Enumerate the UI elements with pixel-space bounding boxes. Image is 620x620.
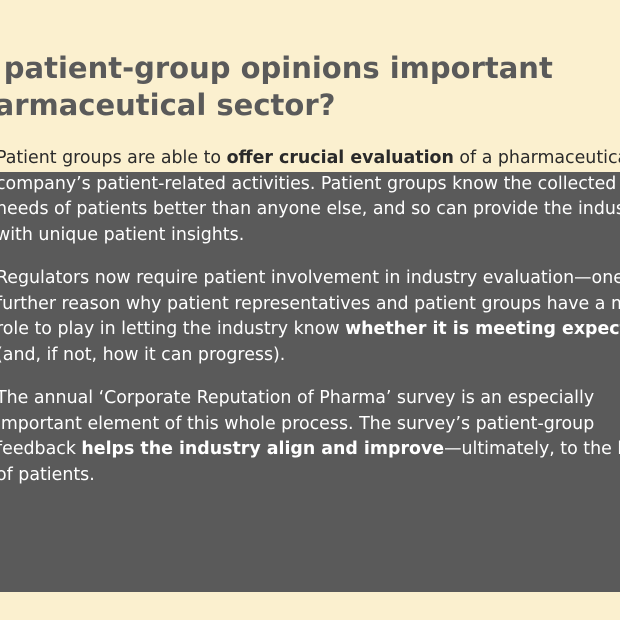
bold-text: whether it is meeting expectations [345, 319, 620, 339]
text-run: The annual ‘Corporate Reputation of Phar… [0, 388, 595, 408]
text-run: Regulators now require patient involveme… [0, 268, 620, 288]
paragraph-line: The annual ‘Corporate Reputation of Phar… [0, 386, 620, 412]
bold-text: offer crucial evaluation [226, 148, 454, 168]
text-run: feedback [0, 439, 82, 459]
text-run: company’s patient-related activities. Pa… [0, 173, 617, 194]
paragraph: Patient groups are able to offer crucial… [0, 146, 620, 248]
text-run: of a pharmaceutical [453, 148, 620, 168]
paragraph-line: important element of this whole process.… [0, 412, 620, 438]
body-text: Patient groups are able to offer crucial… [0, 146, 620, 506]
paragraph-line: (and, if not, how it can progress). [0, 343, 620, 369]
text-run: of patients. [0, 464, 95, 485]
paragraph-line: with unique patient insights. [0, 223, 620, 249]
text-run: Patient groups are able to [0, 148, 227, 168]
title-line: harmaceutical sector? [0, 88, 336, 122]
paragraph-line: role to play in letting the industry kno… [0, 317, 620, 343]
text-run: needs of patients better than anyone els… [0, 199, 620, 219]
bold-text: helps the industry align and improve [81, 439, 445, 459]
paragraph-line: of patients. [0, 463, 620, 489]
text-run: (and, if not, how it can progress). [0, 344, 286, 365]
page-title: e patient-group opinions important harma… [0, 50, 620, 124]
paragraph-line: company’s patient-related activities. Pa… [0, 172, 620, 198]
text-run: important element of this whole process.… [0, 413, 595, 434]
paragraph: Regulators now require patient involveme… [0, 266, 620, 368]
dark-content-panel [0, 172, 620, 592]
text-run: further reason why patient representativ… [0, 293, 620, 314]
paragraph-line: Regulators now require patient involveme… [0, 266, 620, 292]
paragraph-line: Patient groups are able to offer crucial… [0, 146, 620, 172]
paragraph-line: further reason why patient representativ… [0, 292, 620, 318]
paragraph-line: needs of patients better than anyone els… [0, 197, 620, 223]
paragraph: The annual ‘Corporate Reputation of Phar… [0, 386, 620, 488]
title-line: e patient-group opinions important [0, 51, 553, 85]
paragraph-line: feedback helps the industry align and im… [0, 437, 620, 463]
text-run: —ultimately, to the benefit [444, 439, 620, 459]
text-run: with unique patient insights. [0, 224, 245, 245]
text-run: role to play in letting the industry kno… [0, 319, 346, 339]
